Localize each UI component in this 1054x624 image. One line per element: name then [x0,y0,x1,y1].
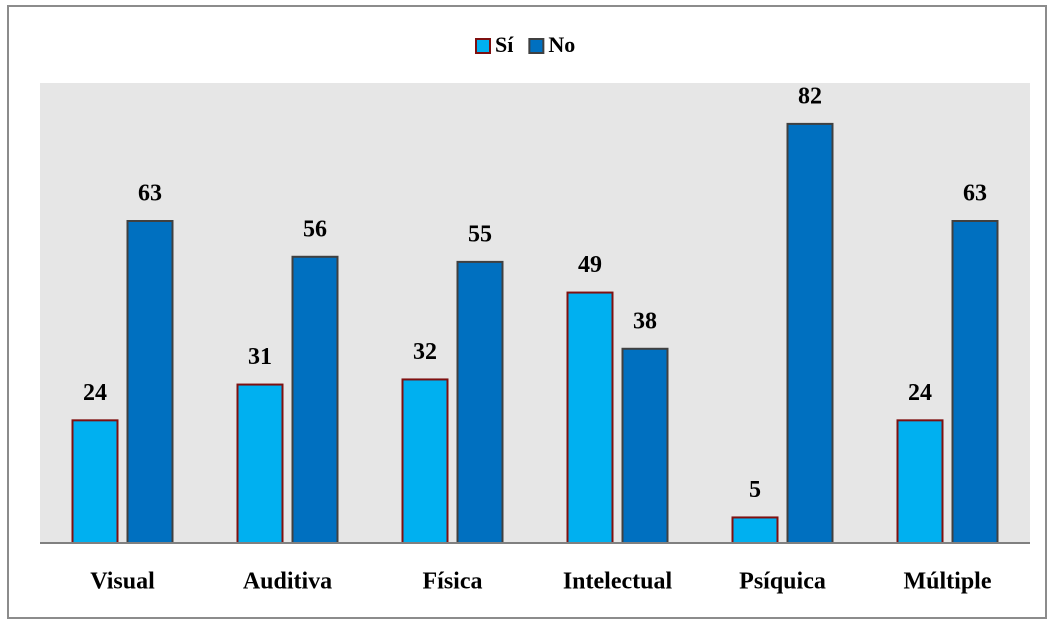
data-label: 55 [468,221,492,247]
bar [236,383,284,544]
legend: Sí No [475,32,575,57]
data-label: 82 [798,83,822,109]
x-tick-label: Psíquica [739,569,826,595]
bar [401,378,449,545]
bar [896,419,944,545]
data-label: 49 [578,252,602,278]
x-tick-label: Múltiple [904,569,992,595]
plot-area [40,83,1030,543]
x-tick-label: Visual [90,569,155,595]
bar [731,516,779,545]
legend-label: No [548,32,575,57]
bar [126,220,174,544]
bar [71,419,119,545]
data-label: 24 [83,380,107,406]
bar [621,347,669,544]
bar [291,255,339,544]
x-tick-label: Auditiva [243,569,332,595]
bar [456,260,504,544]
data-label: 5 [749,477,761,503]
bar [951,220,999,544]
legend-swatch [475,38,491,54]
x-tick-label: Física [423,569,483,595]
legend-swatch [528,38,545,54]
data-label: 63 [963,181,987,207]
data-label: 31 [248,344,272,370]
data-label: 56 [303,216,327,242]
legend-label: Sí [495,32,514,57]
x-tick-label: Intelectual [563,569,673,595]
data-label: 63 [138,181,162,207]
data-label: 38 [633,308,657,334]
bar [566,291,614,544]
data-label: 32 [413,339,437,365]
bar [786,122,834,544]
data-label: 24 [908,380,932,406]
